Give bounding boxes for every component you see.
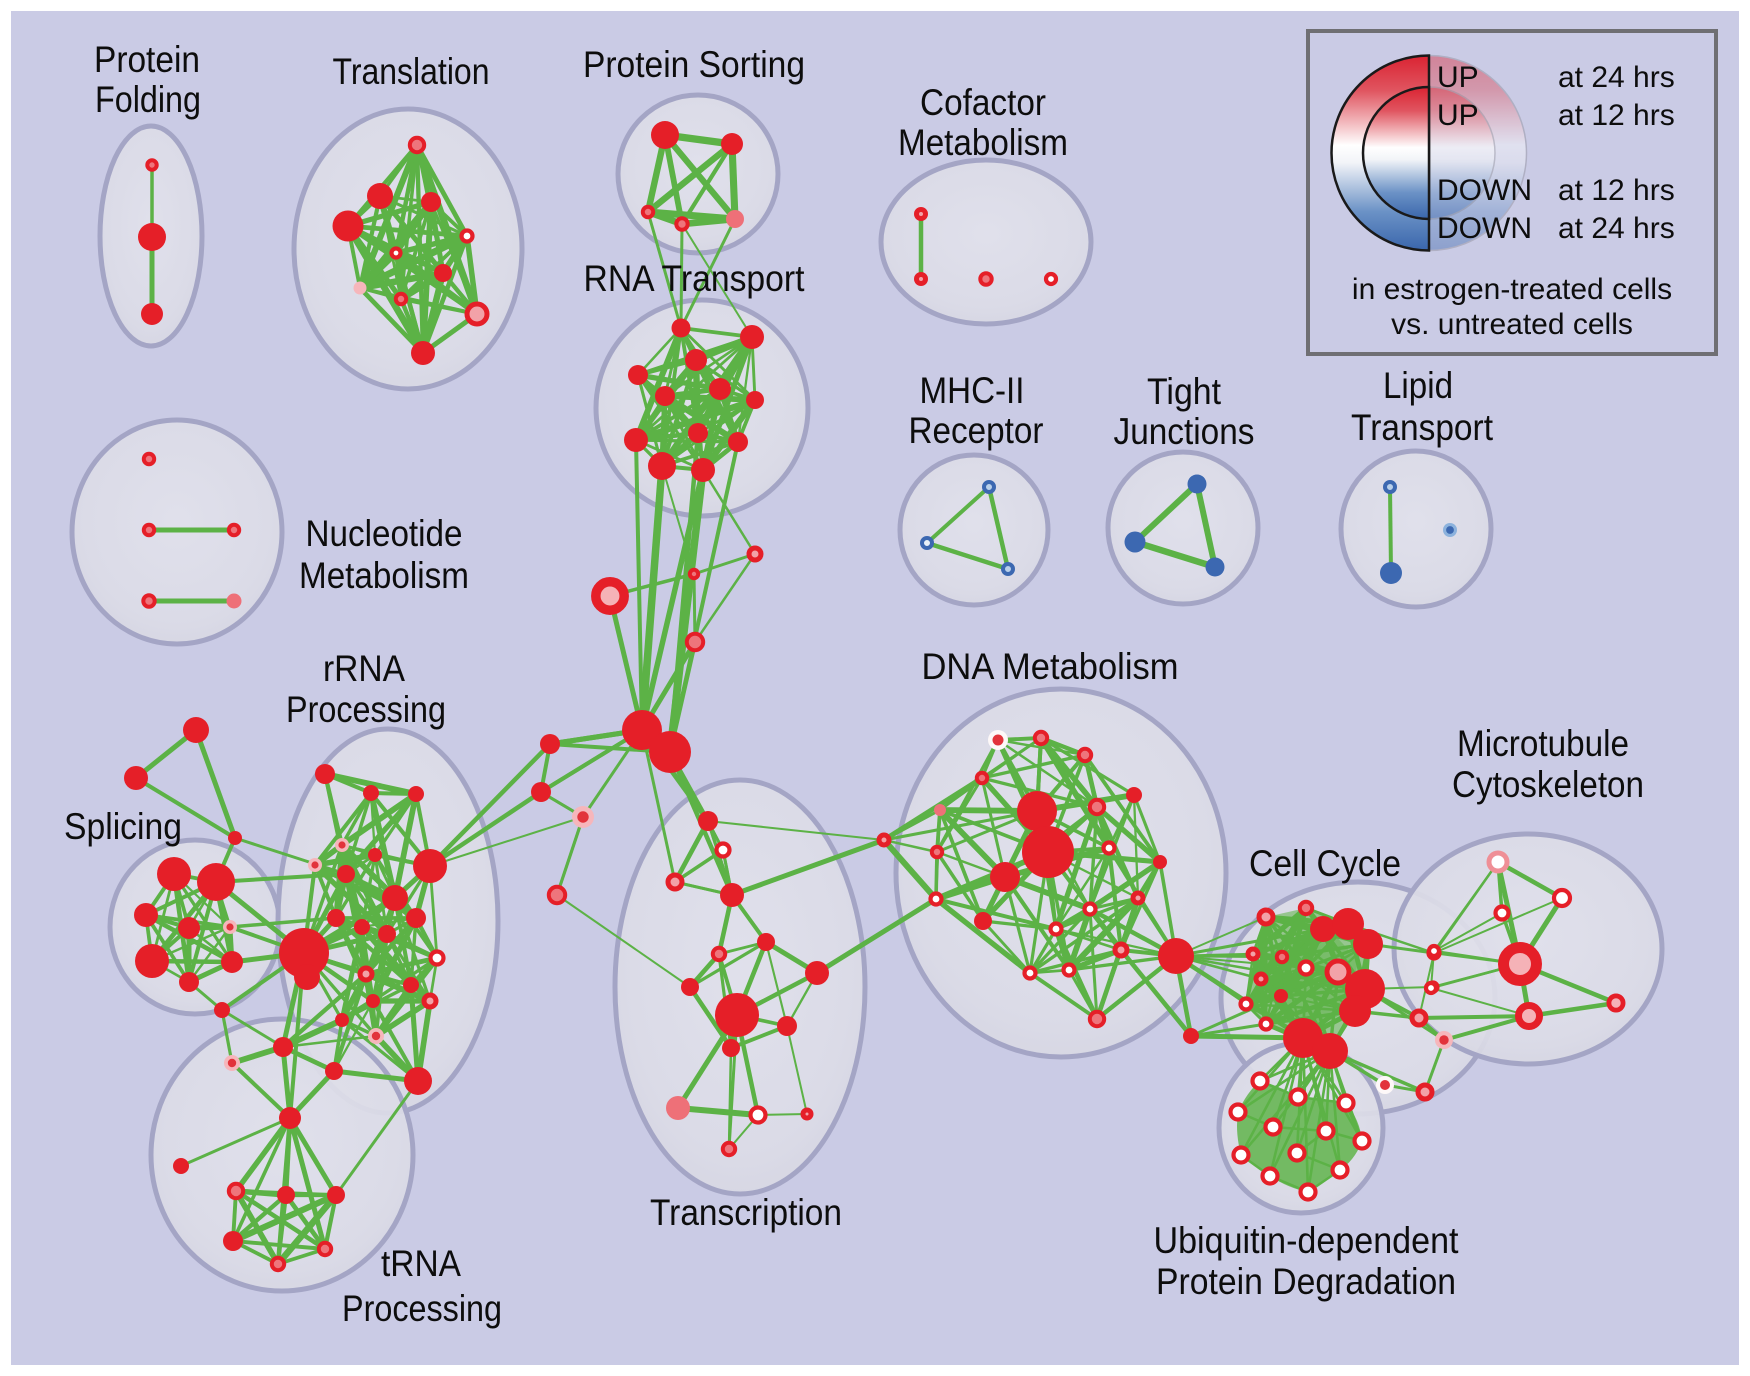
svg-text:Splicing: Splicing <box>64 806 182 847</box>
svg-text:Lipid: Lipid <box>1383 365 1453 406</box>
svg-text:Tight: Tight <box>1147 371 1222 412</box>
svg-text:Metabolism: Metabolism <box>299 555 469 596</box>
svg-text:at 12 hrs: at 12 hrs <box>1558 99 1675 132</box>
svg-text:Metabolism: Metabolism <box>898 122 1068 163</box>
svg-text:Translation: Translation <box>333 51 490 92</box>
svg-text:MHC-II: MHC-II <box>920 370 1025 411</box>
svg-text:Processing: Processing <box>286 689 446 730</box>
svg-text:vs. untreated cells: vs. untreated cells <box>1391 308 1633 341</box>
svg-text:DOWN: DOWN <box>1437 212 1532 245</box>
svg-text:Transport: Transport <box>1351 407 1494 448</box>
svg-text:tRNA: tRNA <box>381 1243 461 1284</box>
svg-text:Junctions: Junctions <box>1114 411 1255 452</box>
svg-text:at 24 hrs: at 24 hrs <box>1558 61 1675 94</box>
svg-text:Processing: Processing <box>342 1288 502 1329</box>
svg-text:RNA Transport: RNA Transport <box>584 258 806 299</box>
svg-text:in estrogen-treated cells: in estrogen-treated cells <box>1352 273 1672 306</box>
svg-text:at 24 hrs: at 24 hrs <box>1558 212 1675 245</box>
svg-text:UP: UP <box>1437 61 1479 94</box>
svg-text:DOWN: DOWN <box>1437 174 1532 207</box>
svg-text:Protein: Protein <box>94 39 200 80</box>
svg-text:at 12 hrs: at 12 hrs <box>1558 174 1675 207</box>
svg-text:Transcription: Transcription <box>650 1192 842 1233</box>
svg-text:Microtubule: Microtubule <box>1457 723 1629 764</box>
svg-text:rRNA: rRNA <box>323 648 405 689</box>
svg-text:Cytoskeleton: Cytoskeleton <box>1452 764 1644 805</box>
svg-text:Protein Sorting: Protein Sorting <box>583 44 805 85</box>
svg-text:UP: UP <box>1437 99 1479 132</box>
svg-text:Nucleotide: Nucleotide <box>306 513 463 554</box>
svg-text:Ubiquitin-dependent: Ubiquitin-dependent <box>1154 1220 1460 1261</box>
svg-text:Folding: Folding <box>95 79 201 120</box>
svg-text:Cell Cycle: Cell Cycle <box>1249 843 1401 884</box>
svg-text:DNA Metabolism: DNA Metabolism <box>922 646 1179 687</box>
svg-text:Cofactor: Cofactor <box>920 82 1046 123</box>
svg-text:Protein Degradation: Protein Degradation <box>1156 1261 1456 1302</box>
svg-text:Receptor: Receptor <box>909 410 1044 451</box>
